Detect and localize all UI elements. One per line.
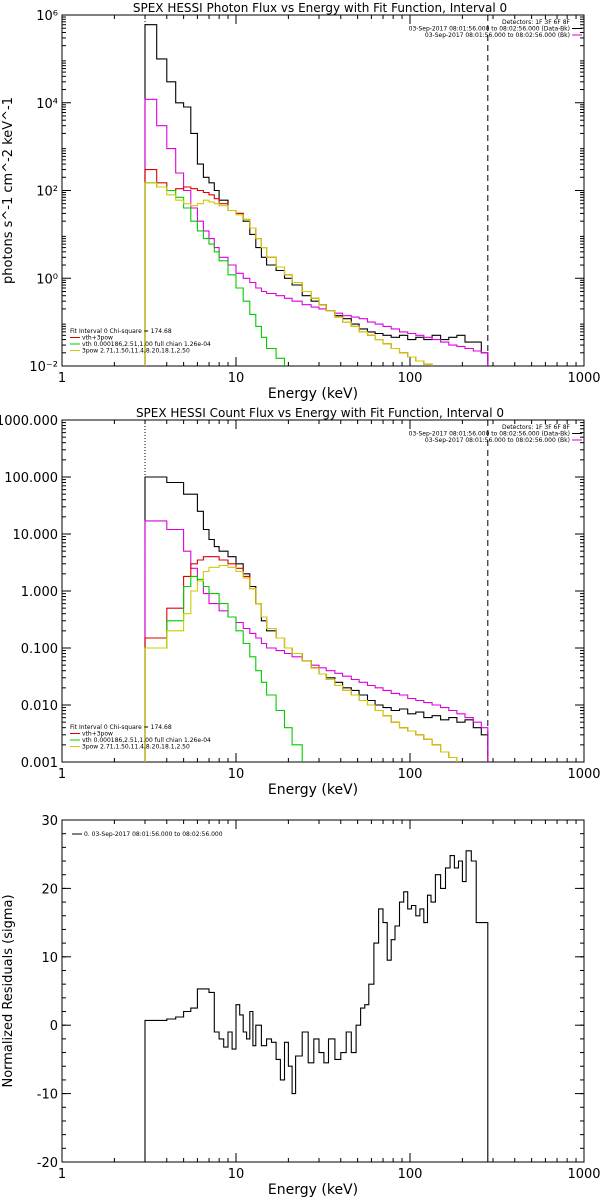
legend-label: 03-Sep-2017 08:01:56.000 to 08:02:56.000…	[425, 32, 570, 39]
series-line-vth	[144, 182, 286, 366]
x-axis: 1 10 100 1000 Energy (keV)	[58, 15, 600, 402]
legend-header: Detectors: 1F 3F 6F 8F	[502, 19, 571, 26]
x-tick-label: 10	[228, 1167, 245, 1182]
panel-1: 1 10 100 1000 Energy (keV) 10⁻² 10⁰ 10² 10⁴ 10⁶ ph…	[1, 1, 600, 402]
legend-label: vth 0.000186,2.51,1.00 full chian 1.26e-…	[82, 341, 211, 348]
series-group	[144, 850, 489, 1162]
legend-label: 03-Sep-2017 08:01:56.000 to 08:02:56.000…	[425, 437, 570, 444]
legend-label: vth+3pow	[82, 335, 113, 342]
y-tick-label: 0	[50, 1019, 58, 1034]
series-line-bk	[144, 98, 489, 366]
series-line-vth-3pow	[144, 169, 433, 366]
y-axis: -20 -10 0 10 20 30 Normalized Residuals (sigma…	[1, 814, 584, 1171]
series-line-bk	[144, 520, 489, 762]
x-tick-label: 10	[228, 767, 245, 782]
y-tick-label: -10	[37, 1088, 58, 1103]
chart-title: SPEX HESSI Count Flux vs Energy with Fit…	[136, 406, 504, 420]
x-tick-label: 100	[398, 1167, 423, 1182]
x-tick-label: 1000	[567, 1167, 600, 1182]
legend-header: Detectors: 1F 3F 6F 8F	[502, 424, 571, 431]
x-axis: 1 10 100 1000 Energy (keV)	[58, 820, 600, 1198]
y-tick-label: 10⁴	[36, 97, 58, 112]
series-line-3pow	[144, 564, 458, 762]
y-axis-label: Normalized Residuals (sigma)	[1, 894, 16, 1087]
y-tick-label: -20	[37, 1156, 58, 1171]
x-tick-label: 1000	[567, 371, 600, 386]
x-tick-label: 10	[228, 371, 245, 386]
legend-label: 03-Sep-2017 08:01:56.000 to 08:02:56.000…	[409, 26, 570, 33]
legend_bl: Fit Interval 0 Chi-square = 174.68vth+3p…	[70, 328, 211, 355]
x-tick-label: 1	[58, 767, 66, 782]
legend-label: 0. 03-Sep-2017 08:01:56.000 to 08:02:56.…	[84, 831, 223, 838]
y-tick-label: 100.000	[4, 471, 58, 486]
y-tick-label: 0.100	[21, 642, 58, 657]
legend-label: 3pow 2.71,1.50,11.4,8.20,18.1,2.50	[82, 744, 190, 751]
y-tick-label: 1000.000	[0, 414, 58, 429]
series-group	[144, 476, 489, 762]
plot-frame	[61, 819, 585, 1163]
x-axis: 1 10 100 1000 Energy (keV)	[58, 420, 600, 798]
y-tick-label: 1.000	[21, 585, 58, 600]
legend_bl: Fit Interval 0 Chi-square = 174.68vth+3p…	[70, 724, 211, 751]
x-tick-label: 100	[398, 371, 423, 386]
legend-header: Fit Interval 0 Chi-square = 174.68	[70, 328, 172, 335]
y-tick-label: 10	[41, 951, 58, 966]
x-tick-label: 1000	[567, 767, 600, 782]
x-axis-label: Energy (keV)	[268, 386, 358, 402]
x-tick-label: 1	[58, 371, 66, 386]
panel-3: 1 10 100 1000 Energy (keV) -20 -10 0 10 20 30 Norma…	[1, 814, 600, 1198]
y-axis: 10⁻² 10⁰ 10² 10⁴ 10⁶ photons s^-1 cm^-2 keV^-…	[1, 9, 584, 375]
x-tick-label: 100	[398, 767, 423, 782]
series-line-vth	[144, 575, 303, 762]
legend-label: 03-Sep-2017 08:01:56.000 to 08:02:56.000…	[409, 431, 570, 438]
y-tick-label: 10.000	[13, 528, 59, 543]
y-tick-label: 20	[41, 882, 58, 897]
y-tick-label: 0.001	[21, 756, 58, 771]
series-line-data-bk	[144, 24, 489, 366]
y-tick-label: 0.010	[21, 699, 58, 714]
chart-title: SPEX HESSI Photon Flux vs Energy with Fi…	[133, 1, 507, 15]
legend-label: vth+3pow	[82, 731, 113, 738]
legend_tl: 0. 03-Sep-2017 08:01:56.000 to 08:02:56.…	[72, 831, 223, 838]
y-tick-label: 10⁶	[36, 9, 58, 24]
plot-frame	[61, 419, 585, 763]
y-axis: 0.001 0.010 0.100 1.000 10.000 100.000 1000.00…	[0, 414, 584, 771]
y-tick-label: 10⁻²	[29, 360, 58, 375]
legend-header: Fit Interval 0 Chi-square = 174.68	[70, 724, 172, 731]
series-line-3pow	[144, 182, 433, 366]
y-tick-label: 10²	[36, 185, 58, 200]
legend-label: 3pow 2.71,1.50,11.4,8.20,18.1,2.50	[82, 348, 190, 355]
x-axis-label: Energy (keV)	[268, 782, 358, 798]
series-group	[144, 24, 489, 366]
x-axis-label: Energy (keV)	[268, 1182, 358, 1198]
panel-2: 1 10 100 1000 Energy (keV) 0.001 0.010 0.100 1.0…	[0, 406, 600, 798]
y-axis-label: photons s^-1 cm^-2 keV^-1	[1, 97, 16, 284]
y-tick-label: 10⁰	[36, 272, 58, 287]
x-tick-label: 1	[58, 1167, 66, 1182]
series-line-data-bk	[144, 476, 489, 762]
series-line-0-03-sep-2017-08-01-56-000-to-08-02-56-000	[144, 850, 489, 1162]
plot-frame	[61, 14, 585, 367]
legend-label: vth 0.000186,2.51,1.00 full chian 1.26e-…	[82, 737, 211, 744]
y-tick-label: 30	[41, 814, 58, 829]
